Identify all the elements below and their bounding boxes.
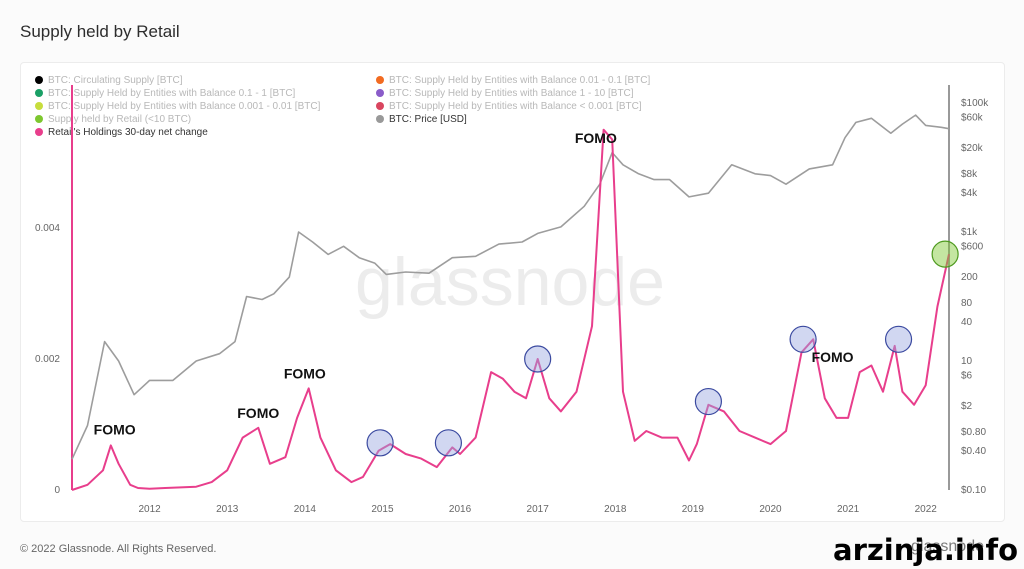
legend-label: BTC: Circulating Supply [BTC] [48,75,183,86]
right-tick-label: $0.80 [961,427,986,438]
fomo-annotation: FOMO [575,130,617,146]
right-tick-label: 40 [961,317,973,328]
x-tick-label: 2020 [759,504,782,515]
right-tick-label: $6 [961,370,973,381]
highlight-circle [366,429,394,457]
right-tick-label: $600 [961,241,984,252]
right-tick-label: $4k [961,188,978,199]
right-tick-label: $2 [961,401,973,412]
legend-item[interactable]: BTC: Supply Held by Entities with Balanc… [35,101,320,112]
left-tick-label: 0.004 [35,223,60,234]
legend-dot-icon [35,89,43,97]
legend-dot-icon [35,76,43,84]
right-tick-label: $1k [961,227,978,238]
series-lines [71,85,950,491]
left-tick-label: 0.002 [35,354,60,365]
fomo-annotation: FOMO [237,405,279,421]
net-change-line [71,128,950,491]
highlight-circle [434,429,463,457]
legend-label: BTC: Supply Held by Entities with Balanc… [48,101,321,112]
legend-item[interactable]: Supply held by Retail (<10 BTC) [35,114,191,125]
x-tick-label: 2018 [604,504,627,515]
legend-label: BTC: Supply Held by Entities with Balanc… [389,75,651,86]
legend-label: BTC: Supply Held by Entities with Balanc… [389,88,634,99]
highlight-circle [694,387,723,416]
right-tick-label: $0.40 [961,446,986,457]
legend-dot-icon [376,89,384,97]
fomo-annotation: FOMO [94,421,136,437]
highlight-circles [366,240,959,457]
x-tick-label: 2022 [915,504,938,515]
right-tick-label: $100k [961,98,989,109]
legend-item[interactable]: BTC: Supply Held by Entities with Balanc… [35,88,295,99]
legend-item[interactable]: BTC: Supply Held by Entities with Balanc… [376,88,634,99]
brand-logo: glassnode [911,538,984,555]
legend-dot-icon [35,115,43,123]
legend-label: BTC: Supply Held by Entities with Balanc… [48,88,296,99]
watermark: glassnode [355,244,665,320]
legend-dot-icon [35,102,43,110]
right-tick-label: $60k [961,112,984,123]
x-tick-label: 2015 [371,504,394,515]
legend-dot-icon [376,115,384,123]
legend-label: Retail's Holdings 30-day net change [48,127,208,138]
legend-item[interactable]: BTC: Circulating Supply [BTC] [35,75,183,86]
legend-item[interactable]: BTC: Supply Held by Entities with Balanc… [376,75,650,86]
right-tick-label: 80 [961,298,973,309]
right-tick-label: $8k [961,169,978,180]
right-axis: $100k $60k $20k $8k $4k $1k $600 200 80 40 10 $6 $2 $… [961,98,989,496]
chart-panel: BTC: Circulating Supply [BTC] BTC: Supply… [20,62,1005,522]
highlight-circle [789,325,817,353]
legend-item[interactable]: BTC: Price [USD] [376,114,467,125]
legend-label: Supply held by Retail (<10 BTC) [48,114,192,125]
site-watermark: arzinja.info [833,533,1018,567]
annotations: FOMO FOMO FOMO FOMO FOMO [94,130,854,438]
right-tick-label: 200 [961,272,978,283]
left-tick-label: 0 [54,485,60,496]
legend-item[interactable]: Retail's Holdings 30-day net change [35,127,208,138]
highlight-circle [931,240,959,268]
page-title: Supply held by Retail [20,22,180,41]
legend-dot-icon [376,76,384,84]
legend-label: BTC: Supply Held by Entities with Balanc… [389,101,642,112]
left-axis: 0 0.002 0.004 [35,223,60,496]
right-tick-label: $20k [961,143,984,154]
copyright: © 2022 Glassnode. All Rights Reserved. [20,543,217,555]
right-tick-label: 10 [961,356,973,367]
highlight-circle [884,325,913,353]
price-line [71,114,950,460]
x-tick-label: 2013 [216,504,239,515]
x-axis: 2012 2013 2014 2015 2016 2017 2018 2019 2020 2021… [138,504,937,515]
legend-label: BTC: Price [USD] [389,114,467,125]
x-tick-label: 2017 [527,504,550,515]
legend-dot-icon [35,128,43,136]
fomo-annotation: FOMO [812,349,854,365]
legend-item[interactable]: BTC: Supply Held by Entities with Balanc… [376,101,642,112]
x-tick-label: 2012 [138,504,161,515]
x-tick-label: 2019 [682,504,705,515]
highlight-circle [524,345,552,373]
x-tick-label: 2021 [837,504,860,515]
legend-dot-icon [376,102,384,110]
x-tick-label: 2016 [449,504,472,515]
x-tick-label: 2014 [294,504,317,515]
right-tick-label: $0.10 [961,485,986,496]
fomo-annotation: FOMO [284,366,326,382]
